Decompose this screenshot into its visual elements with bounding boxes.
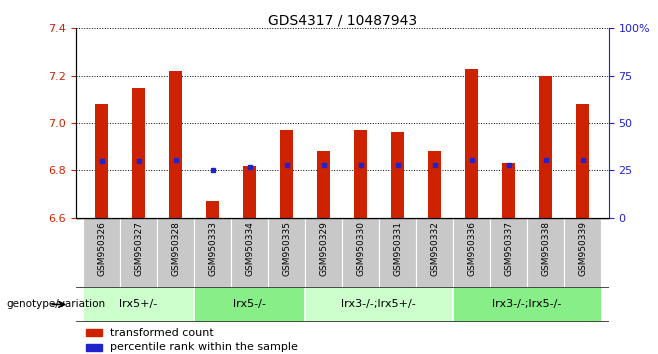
Bar (317, 152, 330, 218)
Bar (268, 218, 305, 287)
Bar (243, 166, 256, 218)
Bar (120, 218, 157, 287)
Text: GSM950338: GSM950338 (542, 221, 550, 276)
Bar (379, 218, 416, 287)
Bar (231, 218, 268, 287)
Text: GSM950339: GSM950339 (578, 221, 587, 276)
Text: GSM950332: GSM950332 (430, 221, 439, 276)
Text: transformed count: transformed count (111, 328, 214, 338)
Bar (565, 218, 601, 287)
Text: GSM950333: GSM950333 (208, 221, 217, 276)
Bar (83, 218, 120, 287)
Bar (132, 87, 145, 218)
Bar (540, 76, 552, 218)
Bar (354, 130, 367, 218)
Text: GSM950337: GSM950337 (504, 221, 513, 276)
Bar (453, 287, 601, 321)
Bar (453, 218, 490, 287)
Text: GSM950326: GSM950326 (97, 221, 106, 276)
Bar (95, 104, 108, 218)
Text: GSM950335: GSM950335 (282, 221, 291, 276)
Bar (490, 218, 527, 287)
Bar (417, 218, 453, 287)
Bar (86, 344, 103, 351)
Bar (194, 287, 305, 321)
Bar (428, 152, 441, 218)
Bar (305, 218, 342, 287)
Bar (280, 130, 293, 218)
Title: GDS4317 / 10487943: GDS4317 / 10487943 (268, 13, 417, 27)
Text: GSM950331: GSM950331 (393, 221, 402, 276)
Text: percentile rank within the sample: percentile rank within the sample (111, 342, 298, 352)
Bar (502, 163, 515, 218)
Bar (86, 330, 103, 336)
Bar (206, 201, 219, 218)
Text: GSM950327: GSM950327 (134, 221, 143, 276)
Bar (83, 287, 193, 321)
Bar (392, 132, 404, 218)
Text: GSM950330: GSM950330 (356, 221, 365, 276)
Bar (342, 218, 379, 287)
Text: GSM950334: GSM950334 (245, 221, 254, 276)
Text: lrx5+/-: lrx5+/- (119, 299, 157, 309)
Text: lrx3-/-;lrx5-/-: lrx3-/-;lrx5-/- (492, 299, 561, 309)
Bar (576, 104, 589, 218)
Bar (169, 71, 182, 218)
Bar (527, 218, 565, 287)
Bar (465, 69, 478, 218)
Bar (194, 218, 231, 287)
Text: lrx3-/-;lrx5+/-: lrx3-/-;lrx5+/- (342, 299, 416, 309)
Text: GSM950329: GSM950329 (319, 221, 328, 276)
Text: lrx5-/-: lrx5-/- (233, 299, 266, 309)
Text: GSM950336: GSM950336 (467, 221, 476, 276)
Bar (305, 287, 453, 321)
Text: GSM950328: GSM950328 (171, 221, 180, 276)
Bar (157, 218, 194, 287)
Text: genotype/variation: genotype/variation (7, 299, 106, 309)
